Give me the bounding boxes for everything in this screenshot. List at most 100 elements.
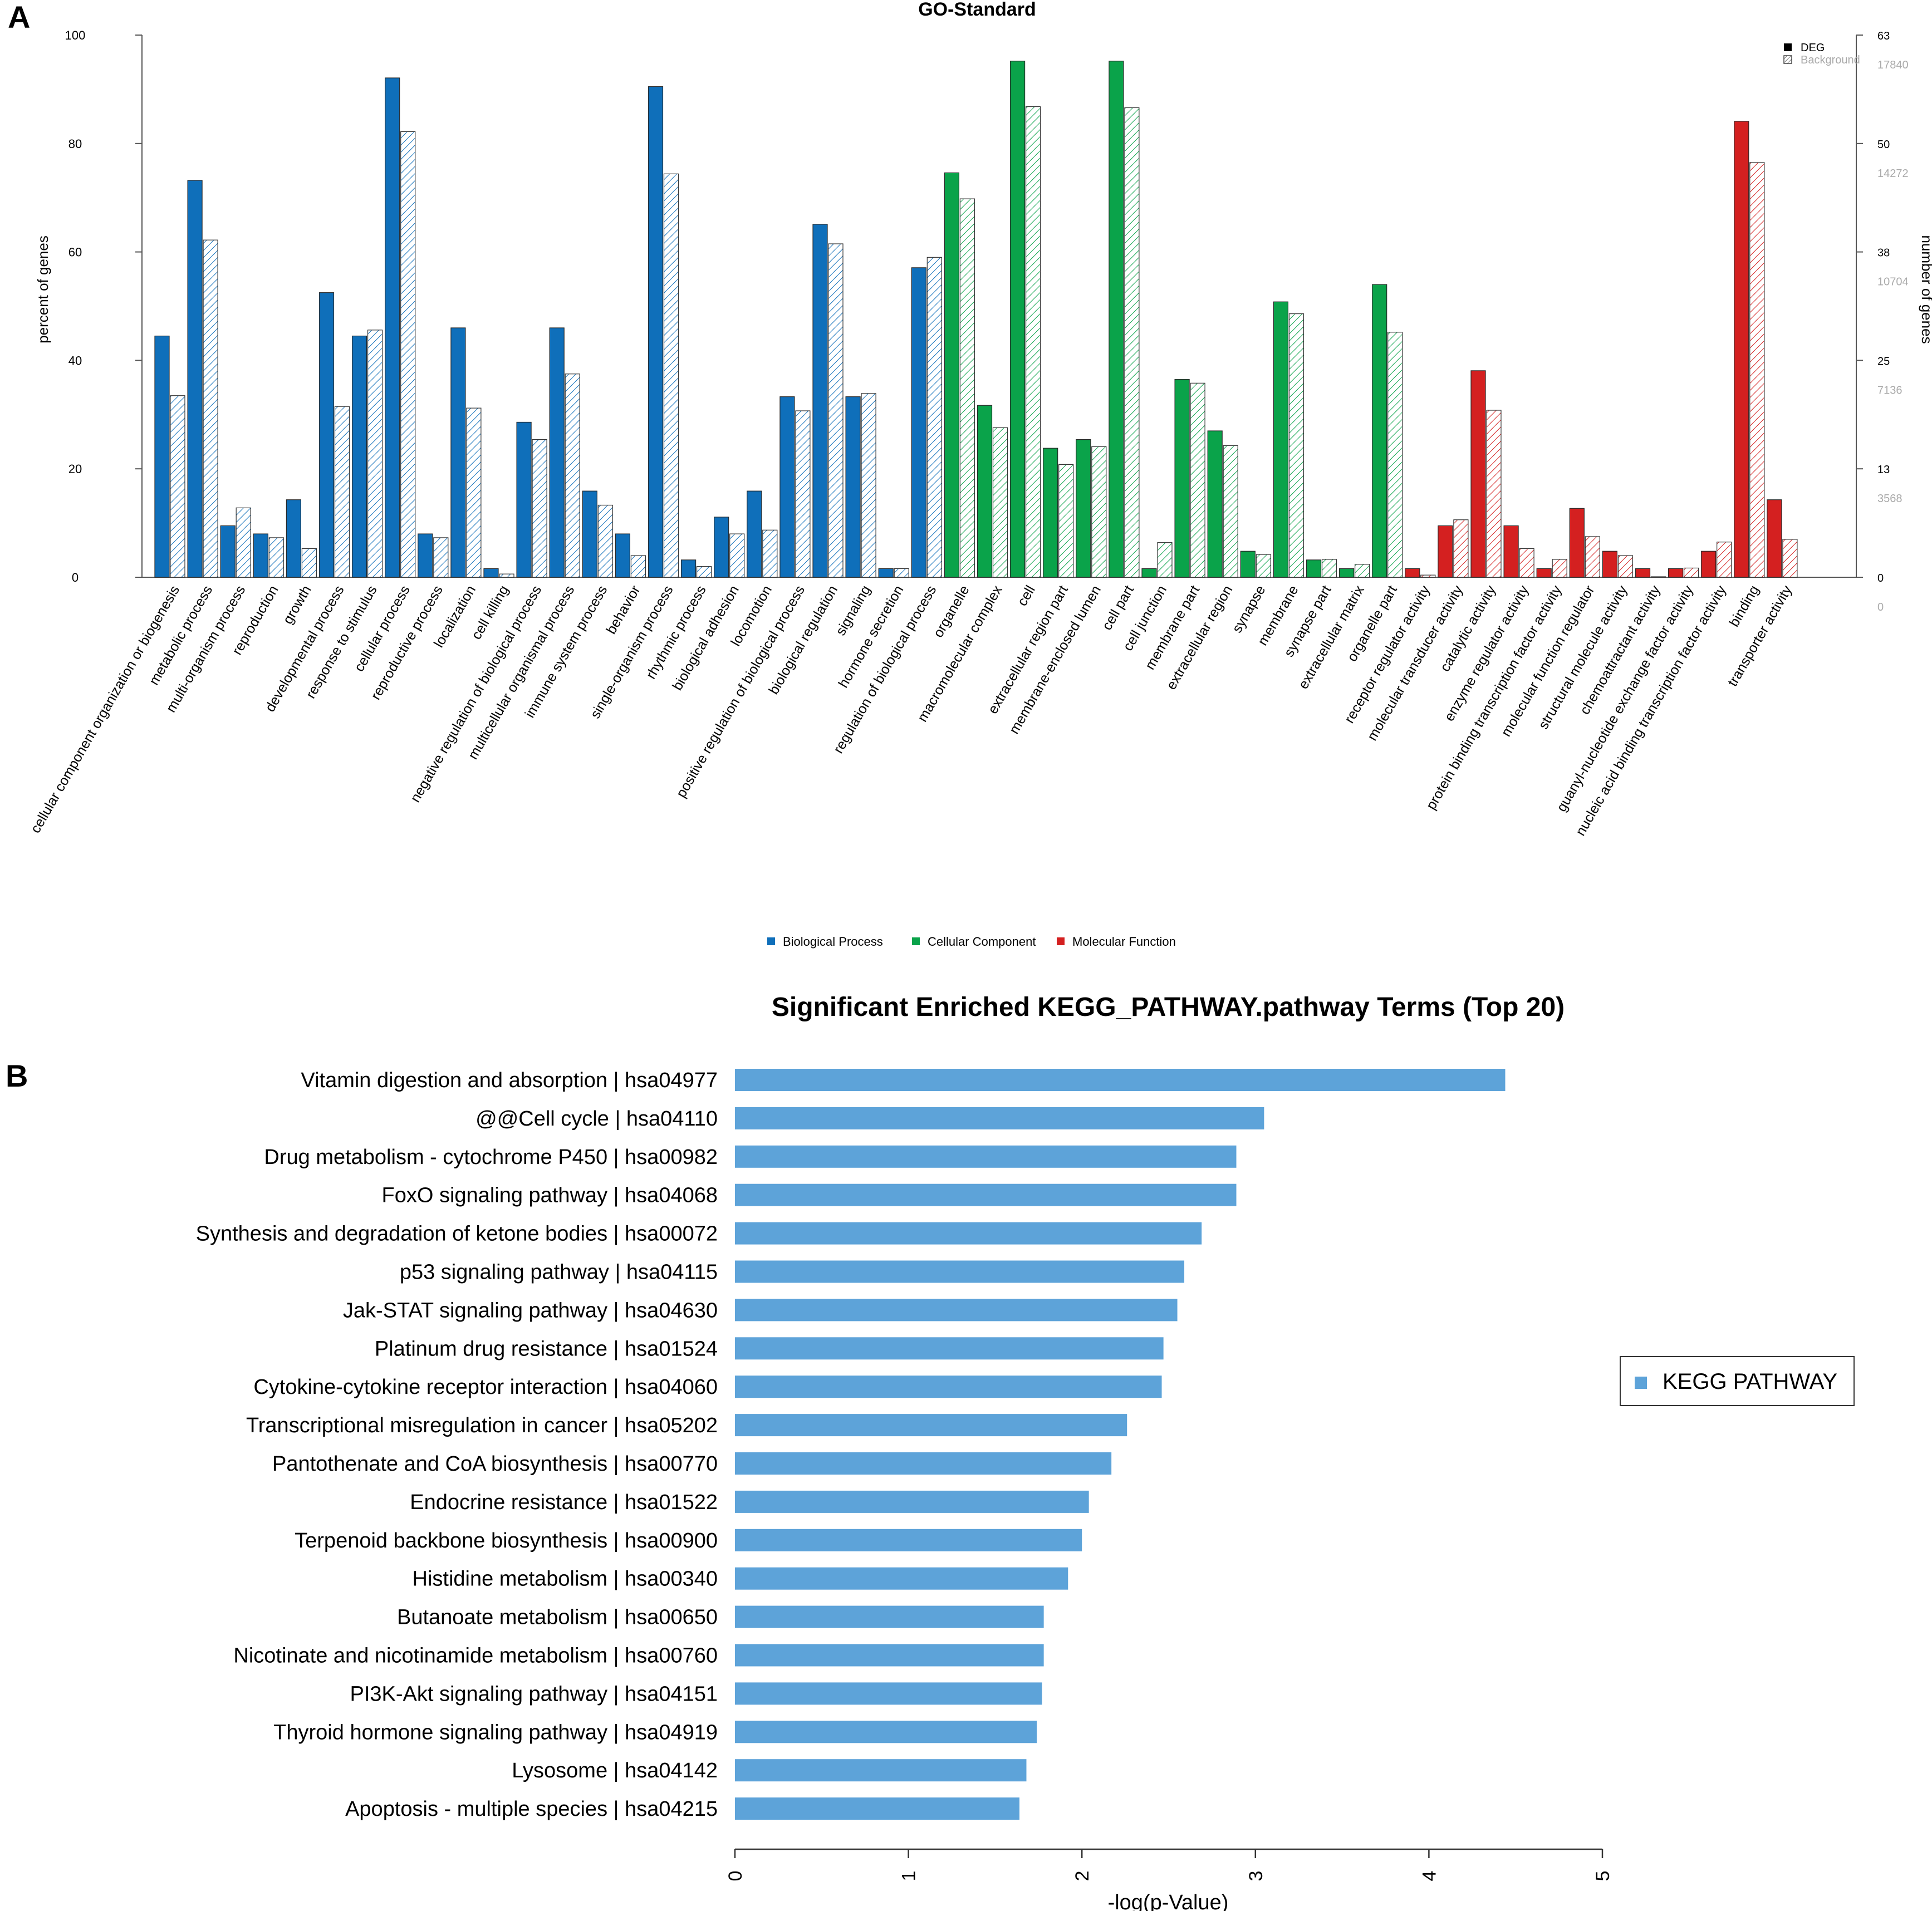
go-chart-title: GO-Standard xyxy=(918,0,1036,20)
deg-legend-label: DEG xyxy=(1801,42,1825,54)
go-right-deg-tick-label: 13 xyxy=(1877,464,1890,476)
kegg-bar-transcriptional-misregulation-in-cancer-hsa05202 xyxy=(735,1414,1127,1437)
deg-bar-transporter-activity xyxy=(1767,499,1782,578)
deg-bar-localization xyxy=(450,327,466,578)
deg-bar-cellular-process xyxy=(385,77,400,578)
background-bar-guanyl-nucleotide-exchange-factor-activity xyxy=(1684,567,1699,578)
kegg-chart-title: Significant Enriched KEGG_PATHWAY.pathwa… xyxy=(772,993,1565,1022)
kegg-term-label-cytokine-cytokine-receptor-interaction-hsa04060: Cytokine-cytokine receptor interaction |… xyxy=(253,1375,718,1399)
go-y-axis-label: percent of genes xyxy=(35,235,51,343)
kegg-term-label-nicotinate-and-nicotinamide-metabolism-hsa00760: Nicotinate and nicotinamide metabolism |… xyxy=(233,1644,718,1668)
kegg-x-tick-label: 5 xyxy=(1592,1871,1614,1881)
deg-bar-positive-regulation-of-biological-process xyxy=(779,396,795,578)
deg-bar-organelle-part xyxy=(1372,284,1387,578)
background-legend-swatch xyxy=(1783,55,1792,64)
kegg-term-label-lysosome-hsa04142: Lysosome | hsa04142 xyxy=(512,1759,718,1782)
kegg-bar-nicotinate-and-nicotinamide-metabolism-hsa00760 xyxy=(735,1644,1044,1667)
kegg-term-label-p53-signaling-pathway-hsa04115: p53 signaling pathway | hsa04115 xyxy=(400,1261,718,1284)
panel-a-label: A xyxy=(8,0,30,35)
deg-bar-extracellular-matrix xyxy=(1339,568,1355,578)
kegg-bars: Vitamin digestion and absorption | hsa04… xyxy=(196,1069,1506,1821)
background-bar-cell-junction xyxy=(1157,542,1173,578)
kegg-x-tick-label: 3 xyxy=(1245,1871,1267,1881)
biological-process-legend-label: Biological Process xyxy=(783,935,883,949)
background-bar-extracellular-region-part xyxy=(1058,464,1074,578)
background-bar-synapse-part xyxy=(1321,559,1337,578)
kegg-term-label-terpenoid-backbone-biosynthesis-hsa00900: Terpenoid backbone biosynthesis | hsa009… xyxy=(295,1529,718,1553)
background-bar-reproduction xyxy=(268,537,284,578)
background-bar-multicellular-organismal-process xyxy=(565,374,580,578)
background-bar-locomotion xyxy=(762,529,778,578)
deg-bar-biological-adhesion xyxy=(714,517,729,578)
kegg-term-label-jak-stat-signaling-pathway-hsa04630: Jak-STAT signaling pathway | hsa04630 xyxy=(343,1299,718,1322)
kegg-legend-box xyxy=(1620,1356,1855,1406)
background-bar-response-to-stimulus xyxy=(367,330,383,578)
kegg-x-axis: 0 1 2 3 4 5 xyxy=(725,1848,1614,1881)
deg-bar-cellular-component-organization-or-biogenesis xyxy=(154,335,170,578)
background-bar-receptor-regulator-activity xyxy=(1420,574,1436,578)
deg-bar-negative-regulation-of-biological-process xyxy=(516,421,532,578)
background-bar-binding xyxy=(1749,162,1765,578)
deg-bar-chemoattractant-activity xyxy=(1635,568,1651,578)
kegg-bar-foxo-signaling-pathway-hsa04068 xyxy=(735,1183,1237,1206)
go-right-axis-label: number of genes xyxy=(1919,235,1932,343)
background-bar-negative-regulation-of-biological-process xyxy=(532,439,547,578)
kegg-bar-jak-stat-signaling-pathway-hsa04630 xyxy=(735,1299,1178,1322)
kegg-term-label-transcriptional-misregulation-in-cancer-hsa05202: Transcriptional misregulation in cancer … xyxy=(246,1414,718,1437)
deg-bar-cell-part xyxy=(1109,61,1124,578)
kegg-term-label-platinum-drug-resistance-hsa01524: Platinum drug resistance | hsa01524 xyxy=(375,1337,718,1360)
kegg-term-label-butanoate-metabolism-hsa00650: Butanoate metabolism | hsa00650 xyxy=(397,1606,718,1629)
deg-bar-multi-organism-process xyxy=(220,525,236,578)
panel-b: B Significant Enriched KEGG_PATHWAY.path… xyxy=(6,993,1855,1911)
background-bar-membrane xyxy=(1288,313,1304,578)
background-bar-molecular-function-regulator xyxy=(1585,536,1600,578)
background-legend-label: Background xyxy=(1801,54,1860,66)
panel-b-label: B xyxy=(6,1058,28,1093)
background-bar-localization xyxy=(466,407,482,578)
group-legend: Biological Process Cellular Component Mo… xyxy=(767,935,1176,949)
background-bar-nucleic-acid-binding-transcription-factor-activity xyxy=(1717,542,1732,578)
kegg-term-label-apoptosis-multiple-species-hsa04215: Apoptosis - multiple species | hsa04215 xyxy=(345,1797,718,1821)
background-bar-extracellular-region xyxy=(1223,445,1238,578)
kegg-bar-butanoate-metabolism-hsa00650 xyxy=(735,1605,1044,1628)
deg-bar-synapse-part xyxy=(1306,559,1322,578)
deg-bar-structural-molecule-activity xyxy=(1602,551,1617,578)
deg-bar-guanyl-nucleotide-exchange-factor-activity xyxy=(1668,568,1684,578)
deg-bar-synapse xyxy=(1240,551,1256,578)
deg-bar-locomotion xyxy=(747,490,762,578)
cellular-component-legend-swatch xyxy=(912,937,920,945)
deg-bar-nucleic-acid-binding-transcription-factor-activity xyxy=(1701,551,1717,578)
go-x-tick-label-transporter-activity: transporter activity xyxy=(1725,583,1796,689)
deg-bar-molecular-transducer-activity xyxy=(1438,525,1453,578)
deg-legend-swatch xyxy=(1784,43,1792,51)
kegg-term-label-pantothenate-and-coa-biosynthesis-hsa00770: Pantothenate and CoA biosynthesis | hsa0… xyxy=(272,1452,718,1476)
background-bar-multi-organism-process xyxy=(236,507,251,578)
background-bar-cell-killing xyxy=(499,573,514,578)
kegg-bar-vitamin-digestion-and-absorption-hsa04977 xyxy=(735,1069,1506,1091)
go-right-deg-tick-label: 38 xyxy=(1877,247,1890,259)
deg-bar-binding xyxy=(1734,121,1749,578)
background-bar-cell-part xyxy=(1124,107,1140,578)
kegg-bar-apoptosis-multiple-species-hsa04215 xyxy=(735,1797,1020,1820)
background-bar-immune-system-process xyxy=(597,504,613,578)
kegg-term-label-cell-cycle-hsa04110: @@Cell cycle | hsa04110 xyxy=(475,1107,718,1131)
kegg-x-tick-label: 2 xyxy=(1072,1871,1093,1881)
deg-bar-enzyme-regulator-activity xyxy=(1503,525,1519,578)
background-bar-membrane-part xyxy=(1190,382,1205,578)
deg-bar-catalytic-activity xyxy=(1470,370,1486,578)
go-right-background-tick-label: 7136 xyxy=(1877,384,1902,396)
background-bar-catalytic-activity xyxy=(1486,410,1502,578)
panel-a: A GO-Standard percent of genes number of… xyxy=(8,0,1932,949)
biological-process-legend-swatch xyxy=(767,937,775,945)
deg-bar-regulation-of-biological-process xyxy=(911,267,926,578)
background-bar-synapse xyxy=(1256,554,1271,578)
background-bar-enzyme-regulator-activity xyxy=(1519,548,1534,578)
go-right-deg-tick-label: 0 xyxy=(1877,572,1884,584)
kegg-bar-platinum-drug-resistance-hsa01524 xyxy=(735,1337,1164,1360)
kegg-bar-synthesis-and-degradation-of-ketone-bodies-hsa00072 xyxy=(735,1222,1202,1245)
go-x-tick-label-cell: cell xyxy=(1014,583,1038,608)
background-bar-positive-regulation-of-biological-process xyxy=(795,410,811,578)
deg-bar-immune-system-process xyxy=(582,490,597,578)
deg-bar-growth xyxy=(286,499,302,578)
